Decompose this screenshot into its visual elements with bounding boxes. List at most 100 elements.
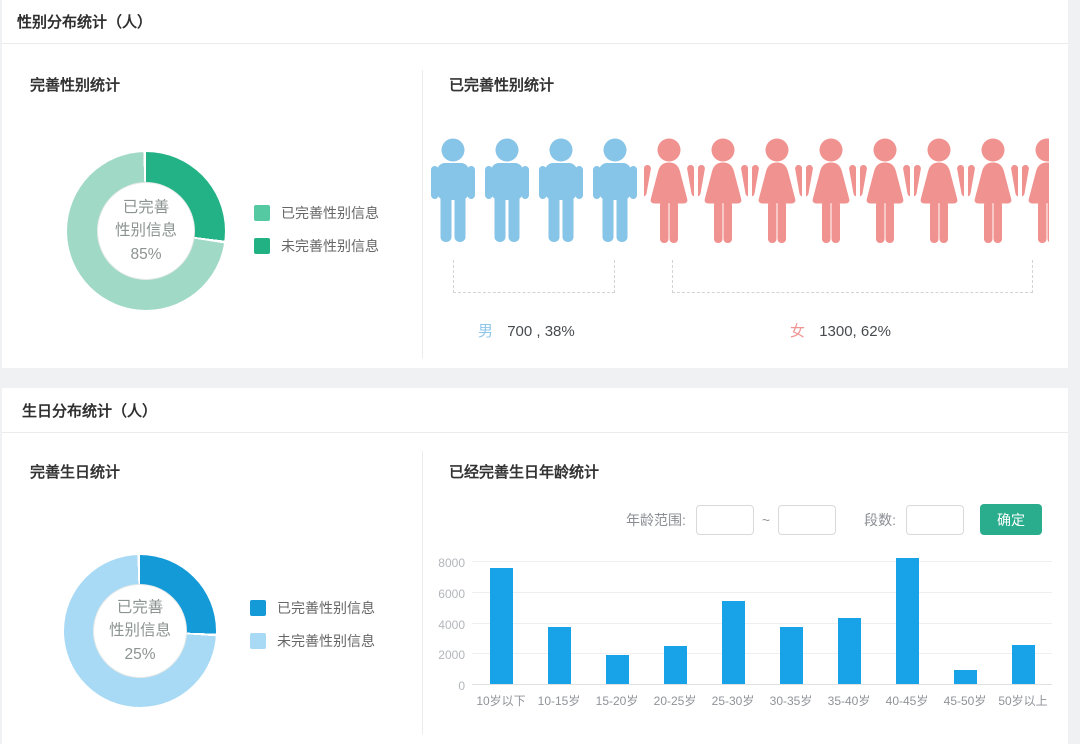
x-axis-label: 50岁以上 [998, 694, 1048, 708]
confirm-button[interactable]: 确定 [980, 504, 1042, 535]
legend-swatch-completed [254, 205, 270, 221]
gender-legend-item-completed[interactable]: 已完善性别信息 [254, 205, 379, 221]
y-axis-tick: 6000 [438, 587, 465, 602]
bar-slot [704, 600, 762, 684]
female-person-icon [642, 138, 696, 246]
gender-legend: 已完善性别信息 未完善性别信息 [254, 205, 379, 271]
gridline [472, 561, 1052, 563]
female-person-icon [966, 138, 1020, 246]
birthday-donut-chart: 已完善 性别信息 25% [64, 555, 216, 707]
age-range-controls: 年龄范围: ~ 段数: 确定 [626, 504, 1042, 535]
bar-slot [646, 645, 704, 684]
gender-section-header: 性别分布统计（人） [2, 0, 1068, 44]
age-range-label: 年龄范围: [626, 511, 686, 528]
bar-slot [994, 644, 1052, 684]
bar-slot [588, 654, 646, 684]
bar-slot [878, 557, 936, 684]
gender-legend-item-incomplete[interactable]: 未完善性别信息 [254, 238, 379, 254]
female-gender-char: 女 [790, 323, 806, 340]
gridline [472, 622, 1052, 624]
bar [837, 618, 861, 684]
gender-pictograph [426, 138, 1049, 246]
birthday-section-body: 完善生日统计 已完善 性别信息 25% 已完善性别信息 未完善性 [2, 433, 1068, 744]
bar [547, 626, 571, 684]
male-person-icon [534, 138, 588, 246]
x-axis-line [472, 684, 1052, 685]
gender-icons-panel-title: 已完善性别统计 [449, 77, 555, 94]
gridline [472, 653, 1052, 655]
male-group-bracket [453, 260, 615, 293]
birthday-section-header: 生日分布统计（人） [2, 388, 1068, 433]
x-axis-label: 45-50岁 [943, 694, 987, 708]
female-person-icon [912, 138, 966, 246]
male-count-label: 男 700 , 38% [478, 320, 575, 341]
bar [779, 626, 803, 684]
bar-slot [472, 567, 530, 684]
bar [721, 600, 745, 684]
legend-swatch-completed [250, 600, 266, 616]
birthday-pie-panel-title: 完善生日统计 [30, 464, 121, 481]
bars-row [472, 557, 1052, 684]
male-gender-char: 男 [478, 323, 494, 340]
birthday-donut-center-label: 已完善 性别信息 25% [108, 599, 171, 663]
segments-input[interactable] [906, 504, 964, 535]
gender-section-title: 性别分布统计（人） [17, 14, 153, 31]
female-person-icon [1020, 138, 1049, 246]
y-axis-tick: 2000 [438, 648, 465, 663]
x-axis-label: 40-45岁 [885, 694, 929, 708]
birthday-donut-hole: 已完善 性别信息 25% [93, 584, 187, 678]
male-icons-group [426, 138, 642, 246]
x-axis-label: 10-15岁 [537, 694, 581, 708]
bar-slot [530, 626, 588, 684]
gender-section-body: 完善性别统计 已完善 性别信息 85% 已完善性别信息 未完善性 [2, 44, 1068, 368]
female-icons-group [642, 138, 1049, 246]
bar-chart-x-axis: 10岁以下 10-15岁 15-20岁 20-25岁 25-30岁 30-35岁 35-40… [472, 692, 1052, 709]
bar [489, 567, 513, 684]
female-person-icon [804, 138, 858, 246]
x-axis-label: 10岁以下 [476, 694, 526, 708]
x-axis-label: 20-25岁 [653, 694, 697, 708]
gridline [472, 592, 1052, 594]
segments-label: 段数: [864, 511, 896, 528]
bar-slot [936, 670, 994, 684]
bar-slot [820, 618, 878, 684]
male-person-icon [426, 138, 480, 246]
bar [605, 654, 629, 684]
gender-pie-panel-title: 完善性别统计 [30, 77, 121, 94]
panel-divider [422, 70, 423, 358]
legend-swatch-incomplete [250, 633, 266, 649]
tilde-separator: ~ [761, 511, 771, 528]
age-max-input[interactable] [778, 504, 837, 535]
y-axis-tick: 4000 [438, 617, 465, 632]
birthday-section-card: 生日分布统计（人） 完善生日统计 已完善 性别信息 25% 已完善性别信息 [2, 388, 1068, 744]
male-count-value: 700 , 38% [507, 323, 575, 340]
y-axis-tick: 0 [458, 679, 465, 693]
x-axis-label: 25-30岁 [711, 694, 755, 708]
birthday-section-title: 生日分布统计（人） [22, 402, 158, 420]
female-person-icon [750, 138, 804, 246]
bar [663, 645, 687, 684]
female-person-icon [858, 138, 912, 246]
bar [1011, 644, 1035, 684]
female-count-label: 女 1300, 62% [790, 320, 891, 341]
male-person-icon [588, 138, 642, 246]
x-axis-label: 35-40岁 [827, 694, 871, 708]
age-min-input[interactable] [695, 504, 754, 535]
bar-slot [762, 626, 820, 684]
birthday-legend-item-incomplete[interactable]: 未完善性别信息 [250, 633, 375, 649]
female-group-bracket [672, 260, 1033, 293]
x-axis-label: 15-20岁 [595, 694, 639, 708]
gender-donut-chart: 已完善 性别信息 85% [67, 152, 225, 310]
bar [895, 557, 919, 684]
bar [953, 670, 977, 684]
female-person-icon [696, 138, 750, 246]
bar-chart-plot-area: 0 2000 4000 6000 8000 [427, 553, 1052, 693]
gender-section-card: 性别分布统计（人） 完善性别统计 已完善 性别信息 85% 已完善性别信息 [2, 0, 1068, 368]
x-axis-label: 30-35岁 [769, 694, 813, 708]
birthday-legend-item-completed[interactable]: 已完善性别信息 [250, 600, 375, 616]
female-count-value: 1300, 62% [819, 323, 891, 340]
birthday-legend: 已完善性别信息 未完善性别信息 [250, 600, 375, 666]
legend-swatch-incomplete [254, 238, 270, 254]
male-person-icon [480, 138, 534, 246]
